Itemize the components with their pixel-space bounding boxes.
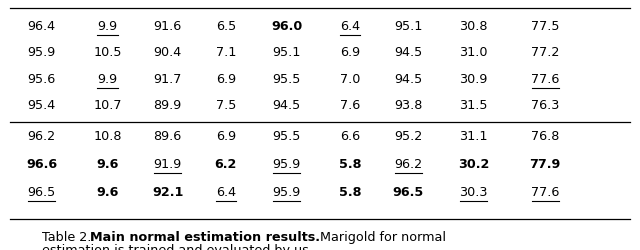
Text: 6.9: 6.9: [340, 46, 360, 59]
Text: 6.5: 6.5: [216, 20, 236, 33]
Text: 94.5: 94.5: [394, 46, 422, 59]
Text: 30.3: 30.3: [460, 185, 488, 198]
Text: 96.5: 96.5: [393, 185, 424, 198]
Text: 91.7: 91.7: [154, 72, 182, 85]
Text: 96.4: 96.4: [28, 20, 56, 33]
Text: Marigold for normal: Marigold for normal: [312, 230, 445, 243]
Text: 91.9: 91.9: [154, 157, 182, 170]
Text: 95.9: 95.9: [28, 46, 56, 59]
Text: 96.2: 96.2: [28, 130, 56, 143]
Text: 77.5: 77.5: [531, 20, 559, 33]
Text: 95.2: 95.2: [394, 130, 422, 143]
Text: 95.9: 95.9: [273, 185, 301, 198]
Text: 30.8: 30.8: [460, 20, 488, 33]
Text: 7.6: 7.6: [340, 99, 360, 112]
Text: 9.6: 9.6: [97, 185, 118, 198]
Text: 9.6: 9.6: [97, 157, 118, 170]
Text: 76.8: 76.8: [531, 130, 559, 143]
Text: 10.5: 10.5: [93, 46, 122, 59]
Text: 89.9: 89.9: [154, 99, 182, 112]
Text: 77.6: 77.6: [531, 72, 559, 85]
Text: 5.8: 5.8: [339, 157, 362, 170]
Text: 10.7: 10.7: [93, 99, 122, 112]
Text: 7.1: 7.1: [216, 46, 236, 59]
Text: 92.1: 92.1: [152, 185, 184, 198]
Text: 96.0: 96.0: [271, 20, 302, 33]
Text: 95.4: 95.4: [28, 99, 56, 112]
Text: 30.2: 30.2: [458, 157, 490, 170]
Text: 95.5: 95.5: [273, 72, 301, 85]
Text: 93.8: 93.8: [394, 99, 422, 112]
Text: 31.0: 31.0: [460, 46, 488, 59]
Text: 95.9: 95.9: [273, 157, 301, 170]
Text: 6.4: 6.4: [216, 185, 236, 198]
Text: 77.9: 77.9: [529, 157, 561, 170]
Text: 10.8: 10.8: [93, 130, 122, 143]
Text: 6.6: 6.6: [340, 130, 360, 143]
Text: 95.1: 95.1: [273, 46, 301, 59]
Text: 9.9: 9.9: [97, 72, 118, 85]
Text: 91.6: 91.6: [154, 20, 182, 33]
Text: 76.3: 76.3: [531, 99, 559, 112]
Text: Main normal estimation results.: Main normal estimation results.: [90, 230, 320, 243]
Text: 30.9: 30.9: [460, 72, 488, 85]
Text: 77.2: 77.2: [531, 46, 559, 59]
Text: 95.5: 95.5: [273, 130, 301, 143]
Text: 95.1: 95.1: [394, 20, 422, 33]
Text: 96.6: 96.6: [26, 157, 57, 170]
Text: 6.9: 6.9: [216, 130, 236, 143]
Text: 31.5: 31.5: [460, 99, 488, 112]
Text: 96.5: 96.5: [28, 185, 56, 198]
Text: 7.5: 7.5: [216, 99, 236, 112]
Text: 94.5: 94.5: [273, 99, 301, 112]
Text: 95.6: 95.6: [28, 72, 56, 85]
Text: estimation is trained and evaluated by us.: estimation is trained and evaluated by u…: [42, 243, 312, 250]
Text: 90.4: 90.4: [154, 46, 182, 59]
Text: 6.9: 6.9: [216, 72, 236, 85]
Text: 77.6: 77.6: [531, 185, 559, 198]
Text: 31.1: 31.1: [460, 130, 488, 143]
Text: 89.6: 89.6: [154, 130, 182, 143]
Text: 7.0: 7.0: [340, 72, 360, 85]
Text: 9.9: 9.9: [97, 20, 118, 33]
Text: 6.4: 6.4: [340, 20, 360, 33]
Text: 6.2: 6.2: [215, 157, 237, 170]
Text: 96.2: 96.2: [394, 157, 422, 170]
Text: 5.8: 5.8: [339, 185, 362, 198]
Text: 94.5: 94.5: [394, 72, 422, 85]
Text: Table 2.: Table 2.: [42, 230, 91, 243]
